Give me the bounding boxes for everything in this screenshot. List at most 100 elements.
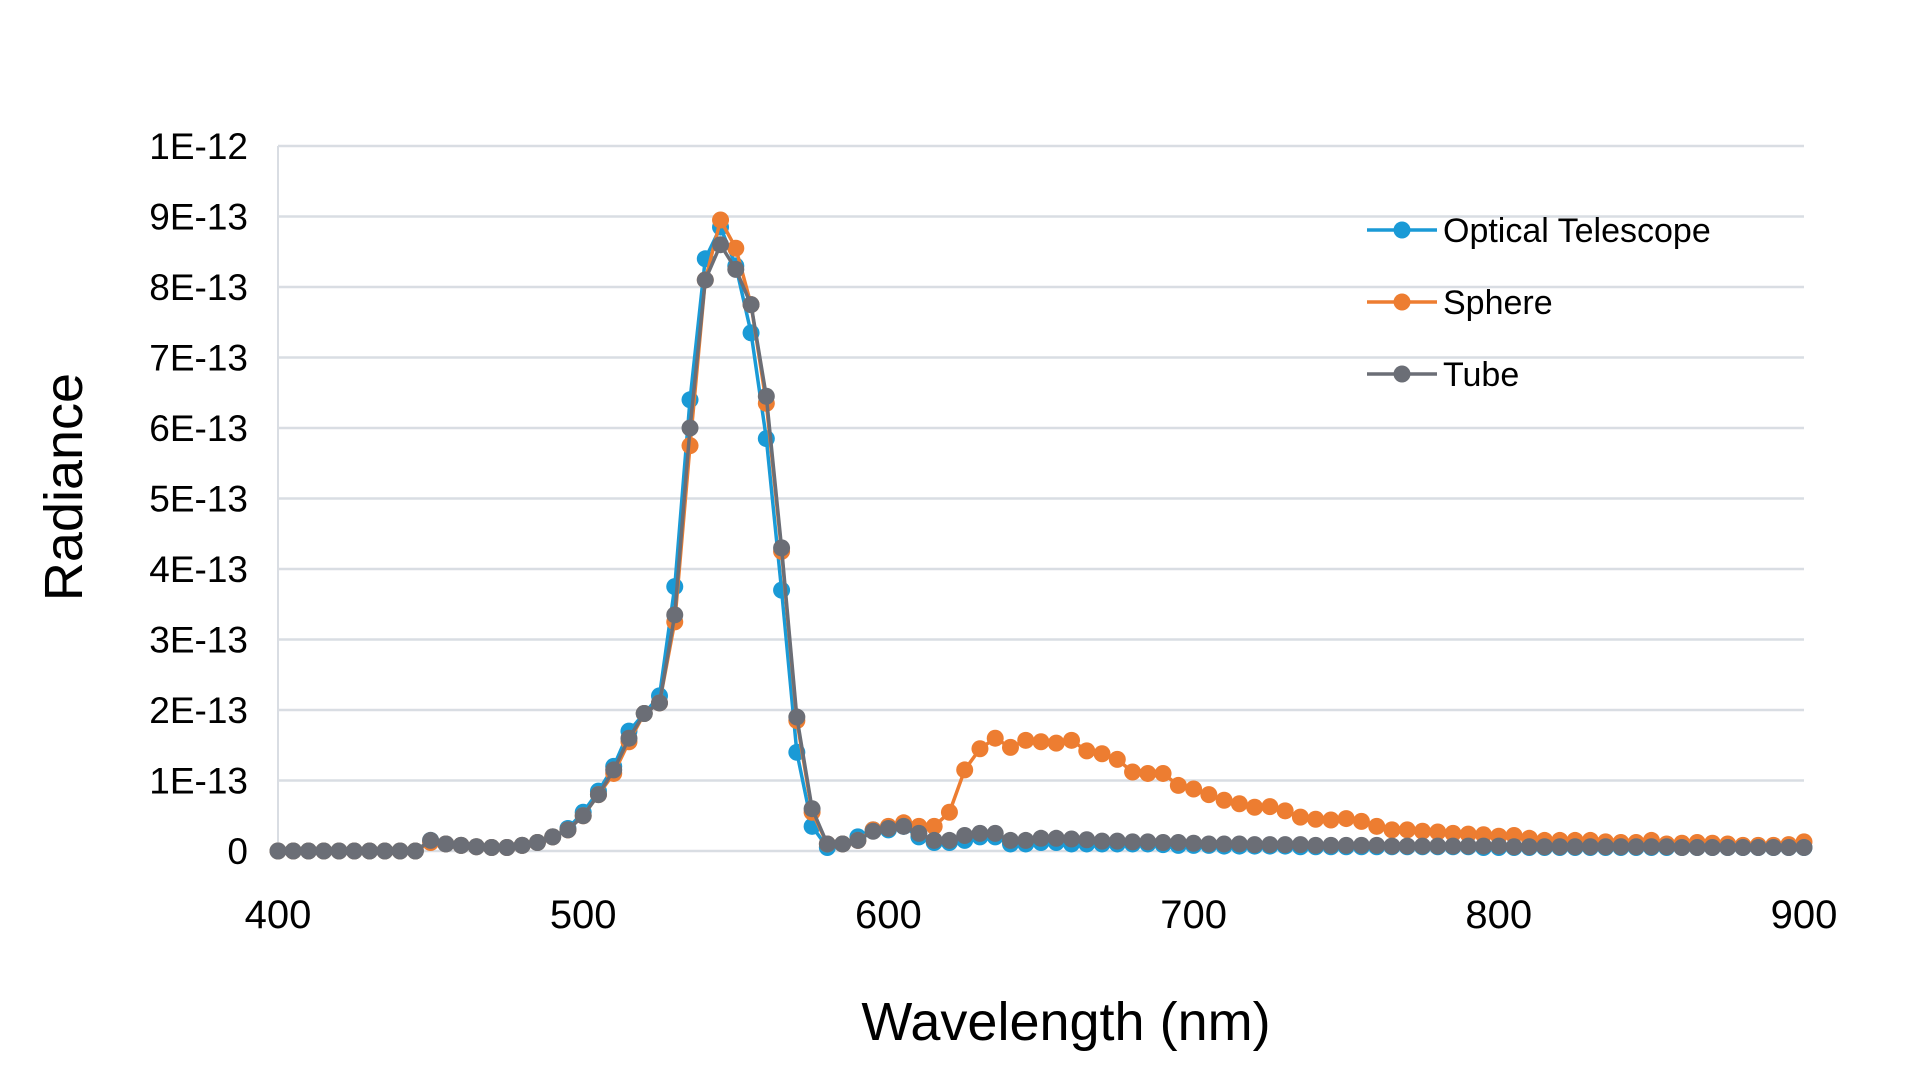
data-point — [971, 824, 989, 842]
data-point — [757, 387, 775, 405]
series-line — [278, 225, 1804, 853]
data-point — [1230, 795, 1248, 813]
data-point — [574, 807, 592, 825]
data-point — [849, 831, 867, 849]
series-tube — [269, 236, 1813, 860]
data-point — [1124, 763, 1142, 781]
data-point — [1322, 811, 1340, 829]
data-point — [1398, 837, 1416, 855]
data-point — [1383, 837, 1401, 855]
data-point — [1612, 838, 1630, 856]
gridlines — [277, 144, 1804, 853]
data-point — [1459, 825, 1477, 843]
data-point — [910, 824, 928, 842]
data-point — [1108, 750, 1126, 768]
data-point — [696, 271, 714, 289]
series-line — [278, 242, 1804, 853]
data-point — [666, 578, 684, 596]
data-point — [1337, 810, 1355, 828]
data-point — [1551, 838, 1569, 856]
data-point — [1154, 764, 1172, 782]
data-point — [300, 842, 318, 860]
data-point — [1581, 838, 1599, 856]
data-point — [1352, 812, 1370, 830]
y-axis-title: Radiance — [34, 373, 94, 601]
legend-marker — [1393, 365, 1411, 383]
y-tick-label: 2E-13 — [149, 690, 248, 731]
legend-entry: Tube — [1367, 356, 1519, 394]
data-point — [1276, 836, 1294, 854]
data-point — [1185, 780, 1203, 798]
data-point — [1368, 817, 1386, 835]
data-point — [1032, 829, 1050, 847]
data-point — [1108, 832, 1126, 850]
data-point — [1475, 837, 1493, 855]
data-point — [1078, 742, 1096, 760]
data-point — [1444, 824, 1462, 842]
data-point — [1017, 731, 1035, 749]
data-point — [1505, 838, 1523, 856]
data-point — [315, 842, 333, 860]
data-point — [925, 831, 943, 849]
data-point — [727, 239, 745, 257]
data-point — [1337, 836, 1355, 854]
series-optical-telescope — [269, 218, 1813, 860]
data-point — [1047, 829, 1065, 847]
data-point — [1200, 786, 1218, 804]
data-point — [284, 842, 302, 860]
data-point — [589, 786, 607, 804]
data-point — [605, 761, 623, 779]
data-point — [1444, 837, 1462, 855]
data-point — [1780, 838, 1798, 856]
x-tick-label: 700 — [1160, 893, 1227, 937]
data-point — [1001, 738, 1019, 756]
x-tick-label: 800 — [1465, 893, 1532, 937]
data-point — [925, 817, 943, 835]
data-point — [467, 838, 485, 856]
data-point — [1414, 837, 1431, 855]
series-group — [269, 211, 1813, 860]
y-tick-label: 4E-13 — [149, 549, 248, 590]
data-point — [330, 842, 348, 860]
data-point — [1307, 836, 1325, 854]
data-point — [1124, 833, 1142, 851]
data-point — [1154, 834, 1172, 852]
data-point — [452, 836, 470, 854]
legend-label: Tube — [1443, 356, 1519, 394]
data-point — [712, 211, 730, 229]
data-point — [1185, 834, 1203, 852]
data-point — [895, 817, 913, 835]
data-point — [1291, 836, 1309, 854]
data-point — [1215, 791, 1233, 809]
data-point — [1063, 830, 1081, 848]
legend: Optical Telescope Sphere Tube — [1367, 212, 1711, 394]
data-point — [834, 835, 852, 853]
data-point — [1078, 831, 1096, 849]
data-point — [1246, 836, 1264, 854]
data-point — [1246, 798, 1264, 816]
data-point — [788, 708, 806, 726]
data-point — [1047, 734, 1065, 752]
data-point — [544, 828, 562, 846]
data-point — [1764, 838, 1782, 856]
y-tick-label: 9E-13 — [149, 197, 248, 238]
data-point — [1536, 838, 1554, 856]
x-axis-title: Wavelength (nm) — [861, 992, 1270, 1052]
data-point — [651, 694, 668, 712]
data-point — [1215, 835, 1233, 853]
data-point — [1688, 838, 1706, 856]
data-point — [345, 842, 363, 860]
data-point — [422, 831, 440, 849]
data-point — [513, 836, 531, 854]
data-point — [940, 831, 958, 849]
data-point — [559, 821, 577, 839]
legend-entry: Optical Telescope — [1367, 212, 1711, 250]
data-point — [1414, 822, 1431, 840]
data-point — [406, 842, 424, 860]
data-point — [986, 824, 1004, 842]
data-point — [1627, 838, 1645, 856]
data-point — [1276, 802, 1294, 820]
data-point — [635, 705, 653, 723]
data-point — [971, 740, 989, 758]
